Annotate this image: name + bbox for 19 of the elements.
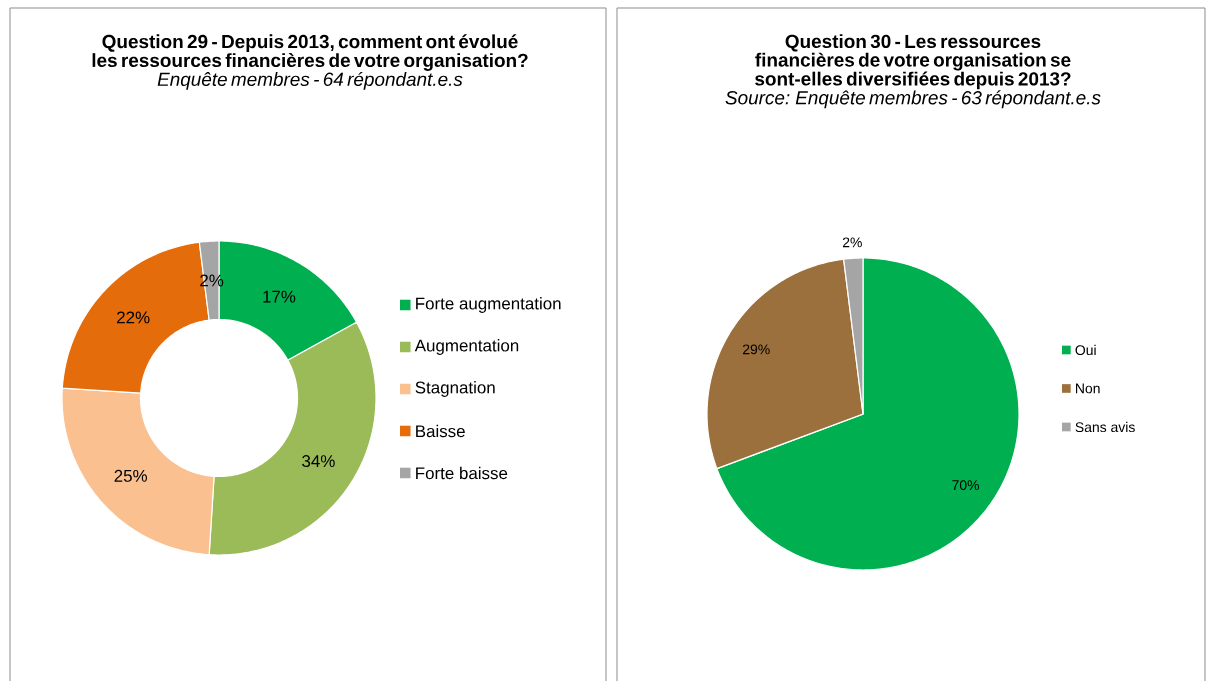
- data-label: 25%: [114, 469, 148, 482]
- chart-title: Question 29 - Depuis 2013, comment ont évolué les ressources financières de votre organisation?: [92, 34, 528, 71]
- legend-label: Oui: [1075, 344, 1096, 356]
- legend-label: Stagnation: [415, 381, 495, 397]
- data-label: 34%: [302, 455, 335, 468]
- legend-label: Forte augmentation: [416, 297, 561, 313]
- legend-label: Baisse: [416, 424, 465, 438]
- legend-label: Non: [1076, 383, 1100, 394]
- chart-subtitle: Enquête membres - 64 répondant.e.s: [157, 71, 463, 90]
- chart-subtitle: Source: Enquête membres - 63 répondant.e.s: [725, 90, 1101, 109]
- legend-label: Augmentation: [414, 339, 519, 355]
- data-label: 17%: [263, 290, 296, 303]
- legend-label: Forte baisse: [416, 466, 508, 480]
- legend-label: Sans avis: [1075, 421, 1135, 433]
- data-label: 29%: [742, 344, 770, 355]
- chart-title: Question 30 - Les ressources financières de votre organisation se sont-elles diversifiées depuis 2013?: [755, 34, 1071, 90]
- data-label: 22%: [117, 311, 150, 324]
- data-label: 70%: [952, 480, 979, 491]
- data-label: 2%: [842, 237, 862, 248]
